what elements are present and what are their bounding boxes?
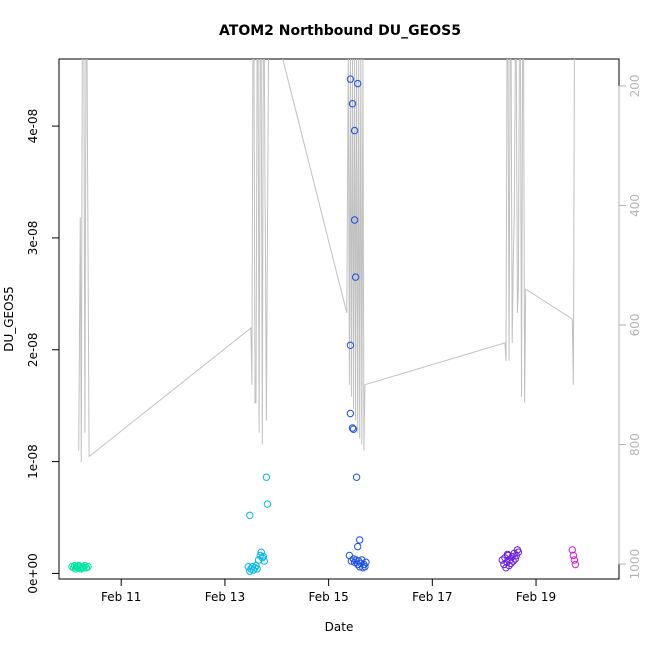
y-tick-label: 3e-08 <box>26 221 40 256</box>
pressure-line-layer <box>78 59 575 463</box>
data-point <box>348 424 357 432</box>
pressure-line <box>78 59 575 463</box>
data-point <box>84 563 92 571</box>
data-point <box>505 561 513 570</box>
chart-title: ATOM2 Northbound DU_GEOS5 <box>219 23 461 39</box>
right-tick-label: 400 <box>628 194 642 217</box>
data-point <box>354 542 362 551</box>
right-tick-label: 800 <box>628 433 642 456</box>
right-tick-label: 200 <box>628 74 642 97</box>
y-axis: 0e+00 1e-08 2e-08 3e-08 4e-08 <box>26 109 59 594</box>
x-tick-label: Feb 15 <box>308 590 348 604</box>
data-point <box>350 126 359 135</box>
data-point <box>503 550 512 559</box>
data-point <box>262 473 271 481</box>
data-point <box>346 75 355 83</box>
data-point <box>352 473 361 481</box>
data-point <box>347 557 356 565</box>
points-layer <box>68 75 580 575</box>
data-point <box>514 548 523 556</box>
x-axis: Feb 11 Feb 13 Feb 15 Feb 17 Feb 19 <box>101 579 556 604</box>
data-point <box>351 273 360 281</box>
right-tick-label: 1000 <box>628 549 642 580</box>
data-point <box>246 511 254 519</box>
data-point <box>346 409 355 418</box>
data-point <box>346 341 355 349</box>
data-point <box>349 425 358 433</box>
plot-area-border <box>58 58 620 580</box>
y-tick-label: 1e-08 <box>26 444 40 479</box>
y-tick-label: 0e+00 <box>26 553 40 593</box>
data-point <box>509 557 517 565</box>
data-point <box>569 551 578 560</box>
data-point <box>511 555 519 563</box>
x-tick-label: Feb 19 <box>516 590 556 604</box>
x-tick-label: Feb 13 <box>205 590 245 604</box>
data-point <box>256 551 264 560</box>
data-point <box>361 563 369 571</box>
data-point <box>356 536 364 544</box>
data-point <box>260 557 268 565</box>
right-axis: 200 400 600 800 1000 <box>618 74 642 580</box>
x-axis-label: Date <box>325 620 354 634</box>
x-tick-label: Feb 11 <box>101 590 141 604</box>
right-tick-label: 600 <box>628 314 642 337</box>
data-point <box>257 548 265 556</box>
data-point <box>263 500 272 508</box>
data-point <box>253 565 261 573</box>
data-point <box>259 552 267 561</box>
data-point <box>358 556 366 564</box>
data-point <box>355 557 363 565</box>
data-point <box>356 563 364 571</box>
data-point <box>254 556 263 564</box>
data-point <box>570 556 579 564</box>
y-axis-label: DU_GEOS5 <box>2 286 16 352</box>
data-point <box>82 564 91 572</box>
y-tick-label: 2e-08 <box>26 332 40 367</box>
data-point <box>568 546 576 554</box>
data-point <box>81 561 89 570</box>
data-point <box>350 216 359 224</box>
data-point <box>354 79 362 88</box>
y-tick-label: 4e-08 <box>26 109 40 144</box>
data-point <box>348 100 357 108</box>
data-point <box>362 558 370 566</box>
x-tick-label: Feb 17 <box>412 590 452 604</box>
data-point <box>571 560 580 569</box>
